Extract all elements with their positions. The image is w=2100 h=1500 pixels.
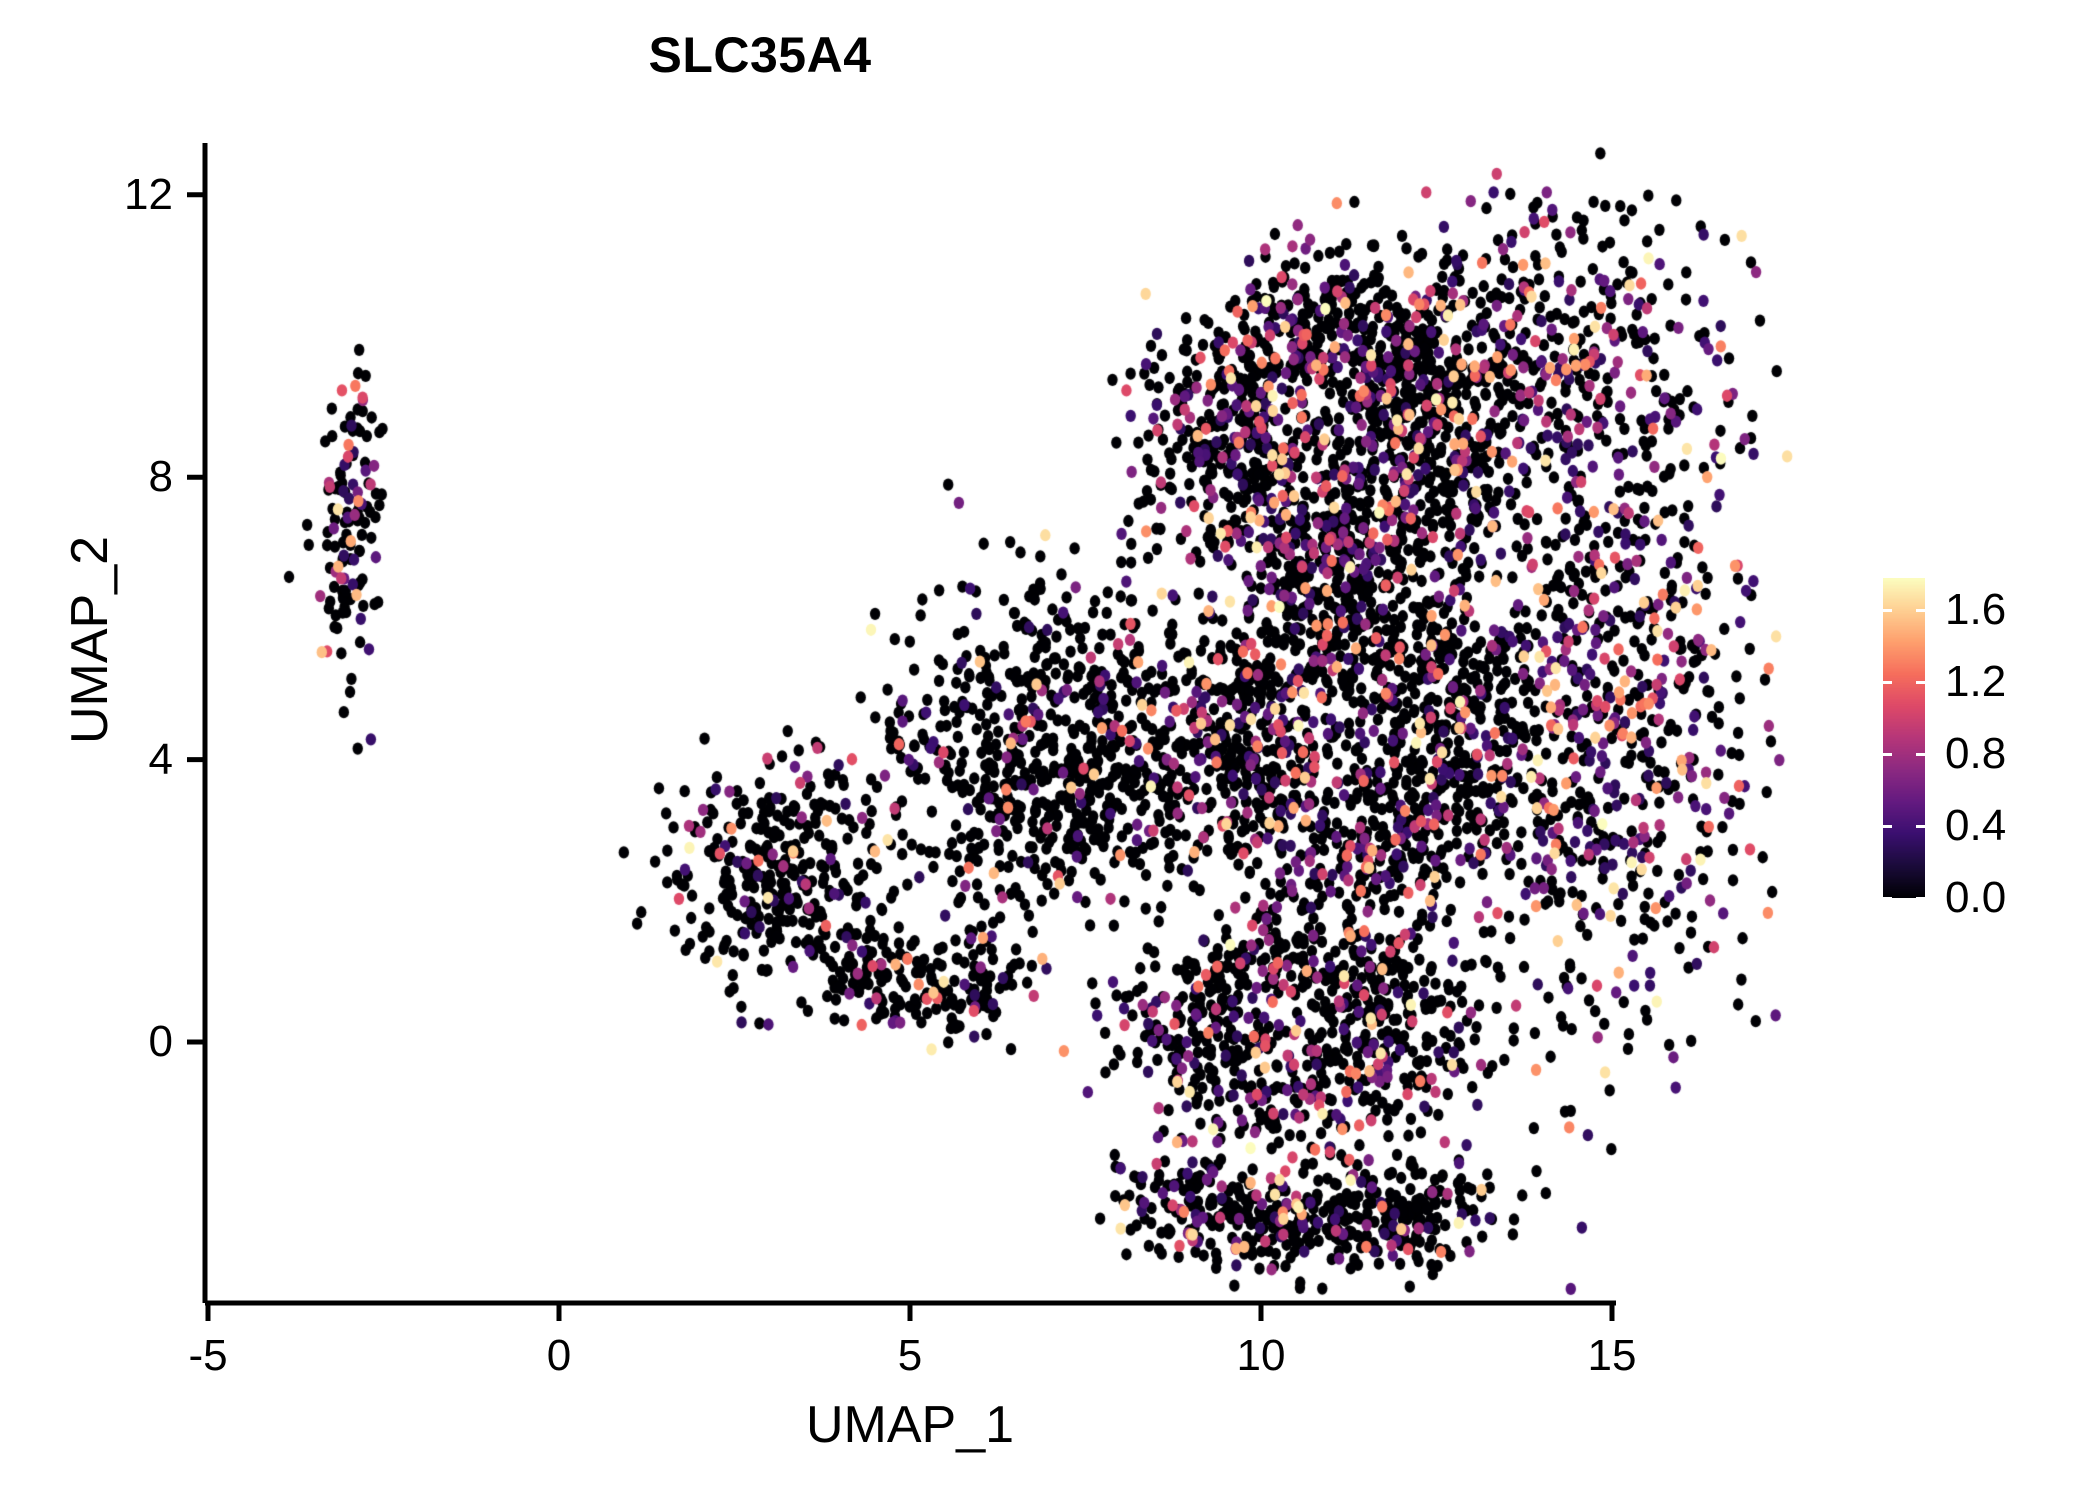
y-tick-label: 4 — [148, 734, 173, 784]
y-tick-label: 0 — [148, 1017, 173, 1066]
color-legend-tick — [1916, 680, 1925, 684]
color-legend-tick — [1916, 752, 1925, 756]
y-axis-title: UMAP_2 — [61, 535, 119, 745]
x-tick-label: 15 — [1587, 1331, 1637, 1380]
x-tick-label: -5 — [188, 1331, 228, 1380]
color-legend-tick — [1916, 896, 1925, 900]
color-legend-label: 0.0 — [1945, 873, 2007, 922]
x-tick-label: 10 — [1236, 1331, 1286, 1380]
color-legend-gradient — [1883, 578, 1925, 898]
x-tick-label: 5 — [897, 1331, 923, 1380]
color-legend-tick — [1916, 824, 1925, 828]
x-axis-title: UMAP_1 — [805, 1396, 1015, 1454]
color-legend-tick — [1883, 608, 1892, 612]
color-legend-tick — [1916, 608, 1925, 612]
color-legend-label: 0.4 — [1945, 801, 2007, 851]
color-legend-label: 1.6 — [1945, 585, 2007, 635]
color-legend-tick — [1883, 824, 1892, 828]
color-legend-tick — [1883, 896, 1892, 900]
x-tick-label: 0 — [546, 1331, 572, 1380]
color-legend-tick — [1883, 680, 1892, 684]
color-legend-label: 1.2 — [1945, 657, 2007, 707]
color-legend-label: 0.8 — [1945, 729, 2007, 779]
y-tick-label: 8 — [148, 452, 173, 502]
color-legend-tick — [1883, 752, 1892, 756]
y-tick-label: 12 — [124, 169, 173, 219]
